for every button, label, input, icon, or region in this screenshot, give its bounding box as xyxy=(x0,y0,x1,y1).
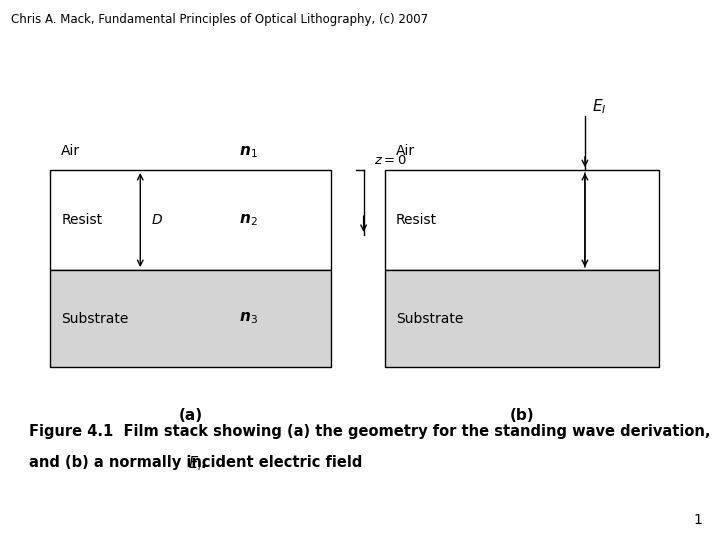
Text: $\boldsymbol{n}_2$: $\boldsymbol{n}_2$ xyxy=(238,212,257,228)
Text: (a): (a) xyxy=(179,408,203,423)
Text: $\mathit{E_i}$.: $\mathit{E_i}$. xyxy=(188,455,207,474)
Text: Substrate: Substrate xyxy=(396,312,464,326)
Bar xyxy=(50,270,331,367)
Text: $\boldsymbol{n}_3$: $\boldsymbol{n}_3$ xyxy=(238,310,258,327)
Text: $D$: $D$ xyxy=(151,213,163,227)
Text: $\boldsymbol{n}_1$: $\boldsymbol{n}_1$ xyxy=(238,145,257,160)
Text: 1: 1 xyxy=(693,512,702,526)
Bar xyxy=(50,170,331,270)
Text: Substrate: Substrate xyxy=(61,312,129,326)
Text: Air: Air xyxy=(396,144,415,158)
Text: and (b) a normally incident electric field: and (b) a normally incident electric fie… xyxy=(29,455,367,470)
Text: $\mathit{E_I}$: $\mathit{E_I}$ xyxy=(592,97,607,116)
Text: Chris A. Mack, Fundamental Principles of Optical Lithography, (c) 2007: Chris A. Mack, Fundamental Principles of… xyxy=(11,14,428,26)
Bar xyxy=(385,170,659,270)
Bar xyxy=(385,270,659,367)
Text: Resist: Resist xyxy=(61,213,102,227)
Text: (b): (b) xyxy=(510,408,534,423)
Text: $z=0$: $z=0$ xyxy=(374,154,408,167)
Text: Figure 4.1  Film stack showing (a) the geometry for the standing wave derivation: Figure 4.1 Film stack showing (a) the ge… xyxy=(29,424,711,439)
Text: Air: Air xyxy=(61,144,81,158)
Text: Resist: Resist xyxy=(396,213,437,227)
